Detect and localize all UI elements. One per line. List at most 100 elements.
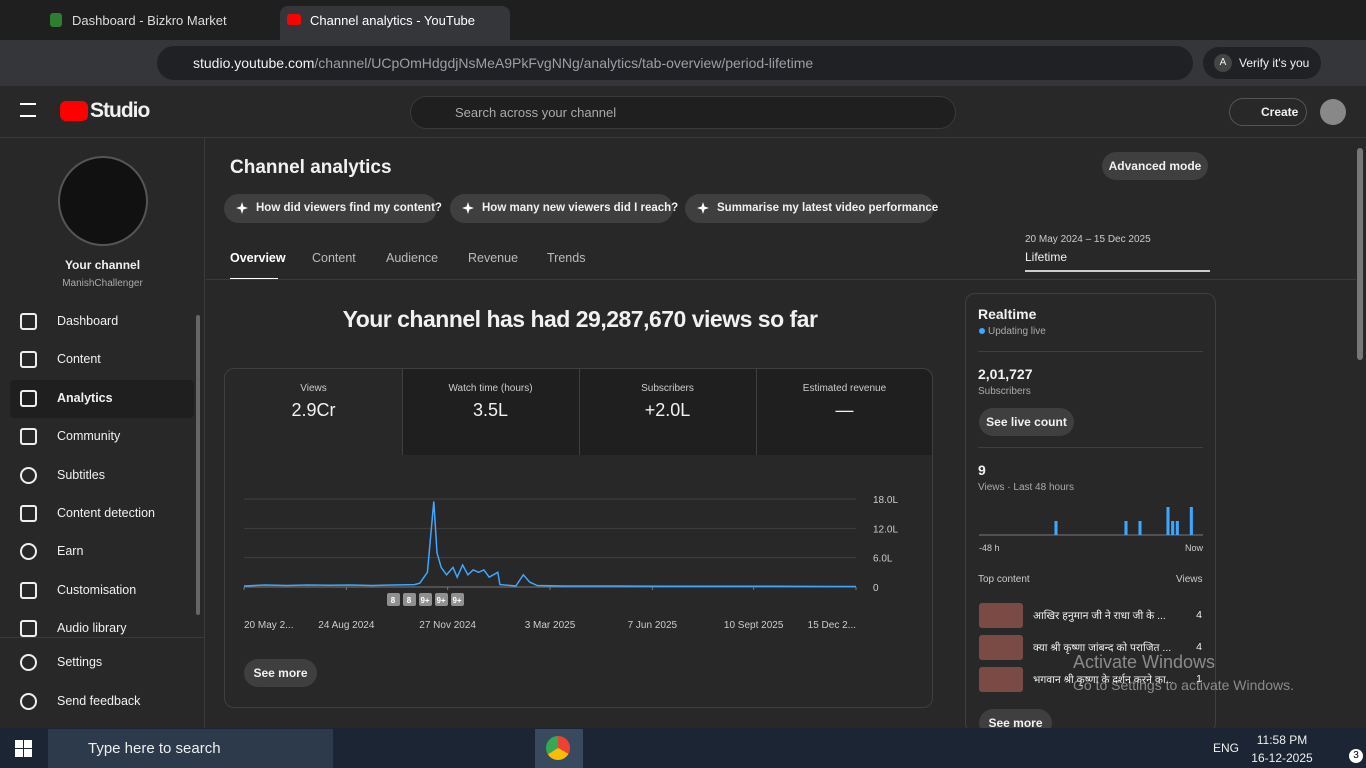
notification-badge[interactable]: 3 <box>1349 749 1363 763</box>
nav-icon[interactable] <box>20 351 37 368</box>
nav-item[interactable]: Earn <box>57 544 84 558</box>
content-views: 4 <box>1196 641 1202 653</box>
bar <box>1138 521 1142 535</box>
thumbnail[interactable] <box>979 635 1023 660</box>
annotation-label: 8 <box>391 596 396 605</box>
nav-item[interactable]: Settings <box>57 655 103 669</box>
nav-item[interactable]: Send feedback <box>57 694 141 708</box>
content-title[interactable]: भगवान श्री कृष्णा के दर्शन करने का... <box>1033 674 1173 686</box>
see-more-label[interactable]: See more <box>988 716 1043 730</box>
nav-icon[interactable] <box>20 693 37 710</box>
clock-time[interactable]: 11:58 PM <box>1256 733 1308 747</box>
address-bar[interactable] <box>157 46 1193 80</box>
realtime-title: Realtime <box>978 306 1037 322</box>
nav-item[interactable]: Dashboard <box>57 314 119 328</box>
analytics-tab[interactable]: Audience <box>386 251 439 265</box>
create-button[interactable] <box>1229 98 1307 126</box>
see-more-label[interactable]: See more <box>253 666 308 680</box>
channel-avatar[interactable] <box>58 156 148 246</box>
nav-item[interactable]: Customisation <box>57 583 137 597</box>
activate-sub: Go to Settings to activate Windows. <box>1073 677 1294 693</box>
start-button[interactable] <box>15 740 32 757</box>
nav-item[interactable]: Community <box>57 429 121 443</box>
verify-text[interactable]: Verify it's you <box>1239 56 1310 70</box>
analytics-tab[interactable]: Content <box>312 251 356 265</box>
content-title[interactable]: आखिर हनुमान जी ने राधा जी के ... <box>1033 610 1166 622</box>
tab-title[interactable]: Dashboard - Bizkro Market <box>72 13 227 28</box>
annotation-label: 9+ <box>436 596 445 605</box>
metric-label[interactable]: Estimated revenue <box>802 383 887 394</box>
nav-icon[interactable] <box>20 543 37 560</box>
metric-value[interactable]: +2.0L <box>644 400 691 420</box>
search-box[interactable] <box>410 96 956 129</box>
live-count-label[interactable]: See live count <box>986 415 1067 429</box>
advanced-label[interactable]: Advanced mode <box>1108 159 1202 173</box>
prompt-chip[interactable] <box>685 194 934 223</box>
nav-item[interactable]: Subtitles <box>57 468 105 482</box>
nav-icon[interactable] <box>20 654 37 671</box>
x-tick-label: Now <box>1185 543 1204 553</box>
see-more-button[interactable]: See more <box>244 659 317 687</box>
search-placeholder[interactable]: Search across your channel <box>455 105 617 120</box>
url-host: studio.youtube.com <box>193 55 315 71</box>
metric-value[interactable]: — <box>835 400 854 420</box>
live-count-button[interactable]: See live count <box>979 408 1074 436</box>
chrome-icon[interactable] <box>546 736 570 760</box>
create-label[interactable]: Create <box>1261 105 1299 119</box>
nav-item[interactable]: Audio library <box>57 621 127 635</box>
taskbar-search-text[interactable]: Type here to search <box>88 740 221 757</box>
analytics-tab[interactable]: Revenue <box>468 251 519 265</box>
scrollbar[interactable] <box>1357 148 1363 360</box>
metric-value[interactable]: 3.5L <box>472 400 509 420</box>
metric-label[interactable]: Views <box>300 383 327 394</box>
nav-highlight <box>10 380 194 418</box>
language[interactable]: ENG <box>1213 741 1240 755</box>
nav-item[interactable]: Content detection <box>57 506 155 520</box>
nav-icon[interactable] <box>20 428 37 445</box>
logo-icon[interactable] <box>60 101 88 121</box>
nav-icon[interactable] <box>20 582 37 599</box>
nav-item[interactable]: Content <box>57 352 101 366</box>
metric-value[interactable]: 2.9Cr <box>291 400 336 420</box>
views-line <box>243 501 856 588</box>
scrollbar[interactable] <box>196 315 200 615</box>
metric-divider <box>402 369 403 455</box>
prompt-label[interactable]: How many new viewers did I reach? <box>482 202 679 214</box>
prompt-chip[interactable] <box>450 194 673 223</box>
active-tab[interactable] <box>280 6 510 40</box>
metric-divider <box>579 369 580 455</box>
prompt-label[interactable]: Summarise my latest video performance <box>717 202 939 214</box>
nav-icon[interactable] <box>20 313 37 330</box>
thumbnail[interactable] <box>979 603 1023 628</box>
analytics-tab[interactable]: Overview <box>230 251 286 265</box>
tab-title[interactable]: Channel analytics - YouTube Stu <box>310 13 478 28</box>
bar <box>1166 507 1170 535</box>
bar <box>1171 521 1175 535</box>
nav-icon[interactable] <box>20 390 37 407</box>
prompt-chip[interactable] <box>224 194 437 223</box>
period-range[interactable]: 20 May 2024 – 15 Dec 2025 <box>1025 234 1151 245</box>
metric-label[interactable]: Subscribers <box>641 383 694 394</box>
nav-item[interactable]: Analytics <box>57 391 113 405</box>
clock-date[interactable]: 16-12-2025 <box>1251 751 1313 765</box>
menu-icon[interactable] <box>20 103 36 117</box>
x-tick-label: 24 Aug 2024 <box>318 620 375 631</box>
bar <box>1124 521 1128 535</box>
advanced-button[interactable]: Advanced mode <box>1102 152 1208 180</box>
period-label[interactable]: Lifetime <box>1025 250 1068 264</box>
nav-icon[interactable] <box>20 505 37 522</box>
annotation-label: 9+ <box>420 596 429 605</box>
analytics-tab[interactable]: Trends <box>547 251 586 265</box>
nav-icon[interactable] <box>20 467 37 484</box>
prompt-label[interactable]: How did viewers find my content? <box>256 202 442 214</box>
avatar[interactable] <box>1320 99 1346 125</box>
profile-badge: A <box>1214 54 1232 72</box>
thumbnail[interactable] <box>979 667 1023 692</box>
nav-icon[interactable] <box>20 620 37 637</box>
metric-label[interactable]: Watch time (hours) <box>448 383 533 394</box>
content-title[interactable]: क्या श्री कृष्णा जांबन्द को पराजित ... <box>1033 642 1172 654</box>
taskbar-search[interactable] <box>48 729 333 768</box>
logo-text[interactable]: Studio <box>90 99 150 122</box>
